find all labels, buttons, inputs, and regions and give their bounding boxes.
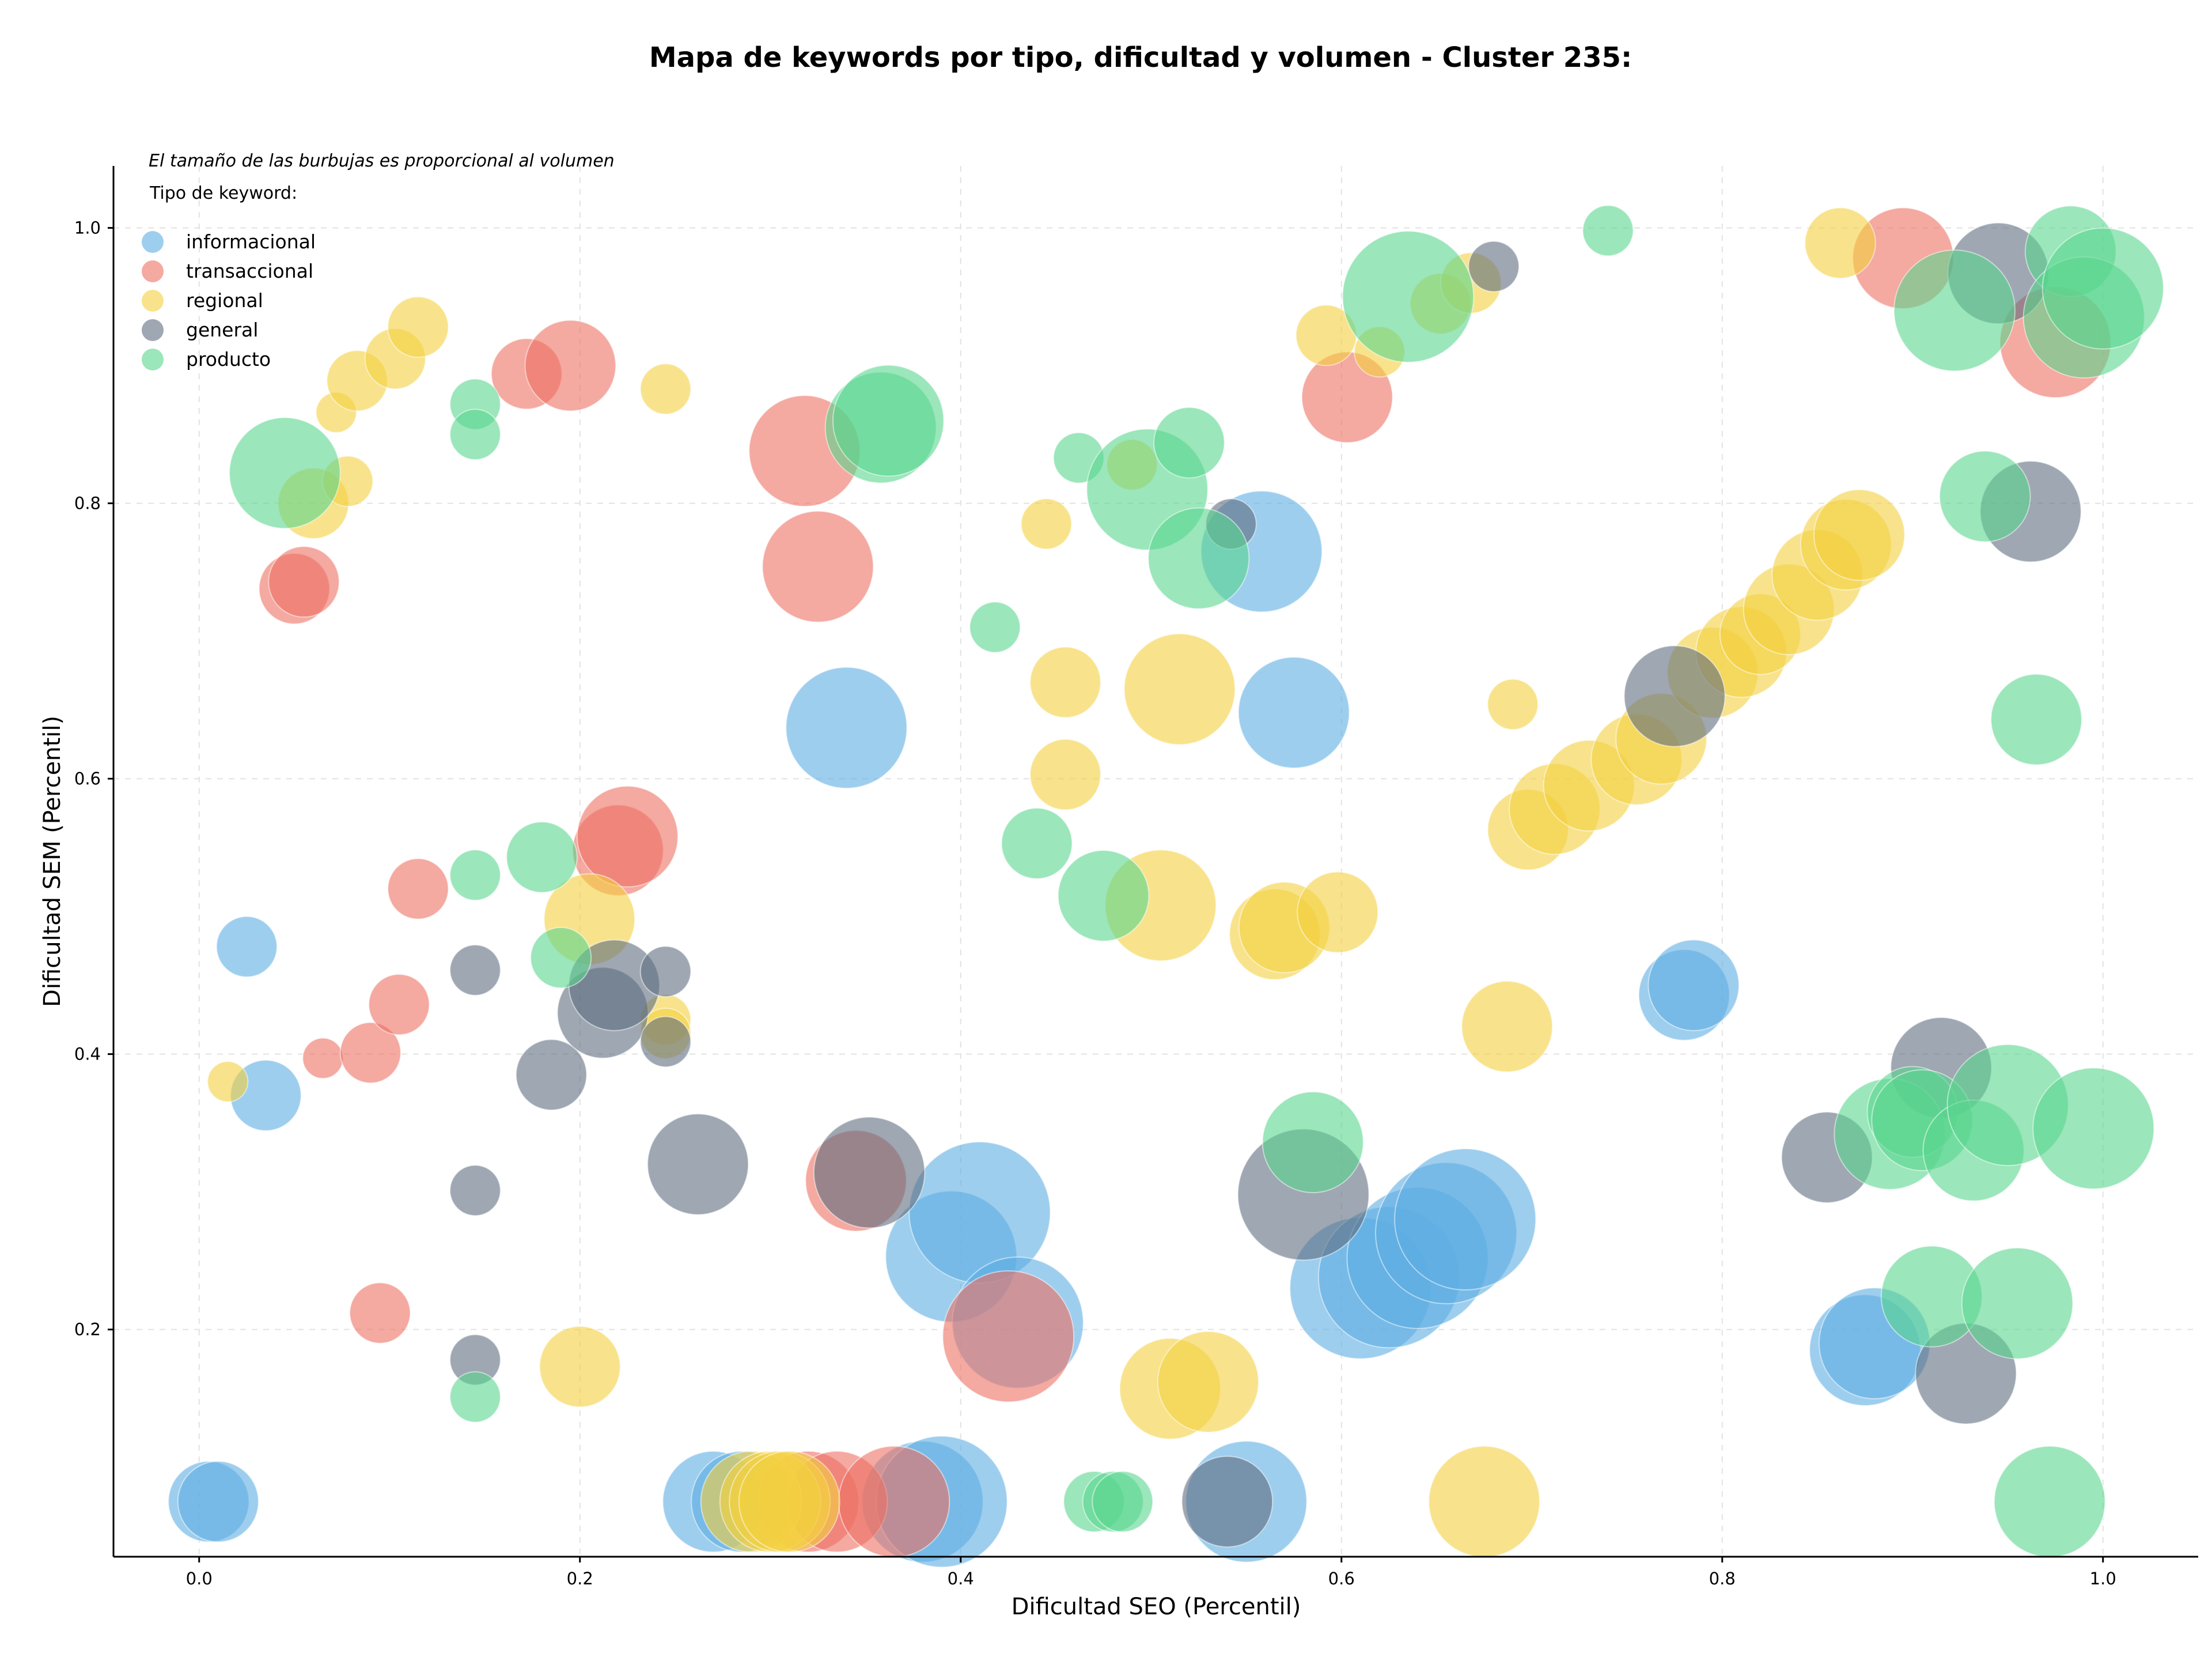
series-regional	[207, 207, 1906, 1558]
bubble-point	[349, 1282, 411, 1344]
bubble-point	[1804, 207, 1876, 279]
bubble-point	[1428, 1446, 1540, 1558]
ticks: 0.0 0.2 0.4 0.6 0.8 1.0 0.2 0.4 0.6 0.8 1.0	[74, 218, 2116, 1588]
x-axis-label: Dificultad SEO (Percentil)	[1012, 1594, 1301, 1620]
legend-marker	[142, 319, 164, 341]
bubble-point	[1487, 678, 1539, 731]
bubble-point	[449, 1164, 501, 1216]
x-tick-label: 0.6	[1328, 1569, 1355, 1588]
y-tick-label: 0.4	[74, 1045, 101, 1064]
x-tick-label: 0.0	[186, 1569, 213, 1588]
chart-title: Mapa de keywords por tipo, dificultad y …	[649, 41, 1632, 74]
bubble-point	[1297, 871, 1379, 954]
bubble-point	[1153, 407, 1225, 479]
bubble-point	[1939, 450, 2031, 543]
bubble-point	[1001, 807, 1073, 880]
series-producto	[229, 205, 2164, 1558]
bubble-size-note: El tamaño de las burbujas es proporciona…	[149, 151, 615, 171]
bubble-point	[639, 945, 692, 997]
bubble-point	[524, 319, 616, 412]
y-tick-label: 0.6	[74, 769, 101, 789]
bubble-point	[1993, 1446, 2106, 1558]
legend-label: general	[186, 319, 258, 341]
bubble-point	[1123, 633, 1236, 746]
bubble-point	[639, 363, 692, 415]
legend-title: Tipo de keyword:	[149, 183, 297, 203]
bubble-point	[449, 849, 501, 901]
bubble-point	[387, 296, 449, 358]
bubble-point	[1468, 240, 1520, 293]
bubble-point	[838, 1446, 950, 1558]
bubble-point	[785, 667, 908, 789]
x-tick-label: 0.2	[567, 1569, 593, 1588]
bubble-point	[302, 1037, 344, 1079]
bubble-point	[2032, 1067, 2155, 1190]
bubble-point	[1157, 1330, 1259, 1433]
bubble-point	[539, 1326, 621, 1408]
bubble-point	[942, 1270, 1075, 1403]
bubble-point	[1582, 205, 1634, 257]
bubble-point	[530, 926, 592, 989]
bubble-point	[1813, 489, 1906, 581]
bubble-point	[1990, 674, 2082, 766]
bubble-point	[1147, 507, 1250, 610]
bubbles	[168, 205, 2164, 1568]
bubble-point	[813, 1116, 926, 1229]
bubble-point	[449, 408, 501, 460]
legend-label: informacional	[186, 230, 316, 253]
bubble-point	[268, 546, 340, 618]
bubble-point	[1237, 656, 1350, 769]
axes	[112, 166, 2198, 1558]
legend-label: transaccional	[186, 260, 313, 282]
bubble-point	[1029, 646, 1101, 718]
bubble-point	[1647, 939, 1740, 1031]
y-tick-label: 1.0	[74, 218, 101, 238]
legend-label: producto	[186, 348, 271, 370]
legend-marker	[142, 349, 164, 370]
legend-label: regional	[186, 289, 263, 312]
bubble-point	[215, 915, 278, 978]
bubble-point	[2041, 227, 2164, 350]
y-tick-label: 0.8	[74, 494, 101, 513]
legend-marker	[142, 260, 164, 282]
bubble-point	[207, 1061, 249, 1103]
bubble-point	[229, 417, 341, 529]
bubble-point	[1623, 645, 1726, 747]
bubble-point	[1262, 1091, 1364, 1194]
x-tick-label: 0.8	[1709, 1569, 1736, 1588]
bubble-point	[1461, 981, 1554, 1073]
bubble-point	[969, 601, 1021, 653]
bubble-point	[1961, 1247, 2074, 1360]
bubble-point	[1394, 1148, 1537, 1291]
bubble-point	[387, 858, 449, 920]
bubble-point	[1181, 1455, 1274, 1548]
bubble-point	[449, 1371, 501, 1423]
bubble-point	[639, 1016, 692, 1068]
bubble-point	[647, 1113, 749, 1216]
y-tick-label: 0.2	[74, 1320, 101, 1340]
bubble-point	[1029, 739, 1101, 811]
x-tick-label: 0.4	[948, 1569, 974, 1588]
legend: Tipo de keyword: informacional transaccio…	[142, 183, 316, 370]
x-tick-label: 1.0	[2090, 1569, 2116, 1588]
bubble-point	[368, 974, 430, 1036]
y-axis-label: Dificultad SEM (Percentil)	[39, 716, 66, 1007]
bubble-point	[1342, 230, 1475, 363]
legend-marker	[142, 290, 164, 312]
bubble-point	[449, 944, 501, 996]
bubble-point	[576, 785, 679, 888]
bubble-point	[1057, 850, 1150, 942]
legend-marker	[142, 231, 164, 253]
bubble-point	[1092, 1470, 1154, 1533]
bubble-point	[1020, 498, 1073, 550]
bubble-point	[832, 364, 945, 477]
bubble-point	[1893, 249, 2016, 372]
bubble-point	[738, 1450, 840, 1553]
bubble-point	[177, 1461, 259, 1543]
bubble-point	[506, 821, 578, 894]
bubble-point	[339, 1021, 402, 1084]
bubble-point	[762, 510, 874, 623]
bubble-point	[515, 1039, 588, 1111]
